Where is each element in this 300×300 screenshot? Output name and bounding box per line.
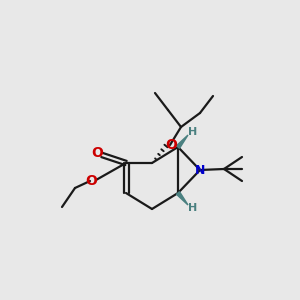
Text: O: O [85, 174, 97, 188]
Text: O: O [91, 146, 103, 160]
Text: N: N [195, 164, 205, 176]
Polygon shape [176, 192, 188, 205]
Text: O: O [165, 138, 177, 152]
Text: H: H [188, 127, 198, 137]
Polygon shape [176, 135, 188, 148]
Text: H: H [188, 203, 198, 213]
